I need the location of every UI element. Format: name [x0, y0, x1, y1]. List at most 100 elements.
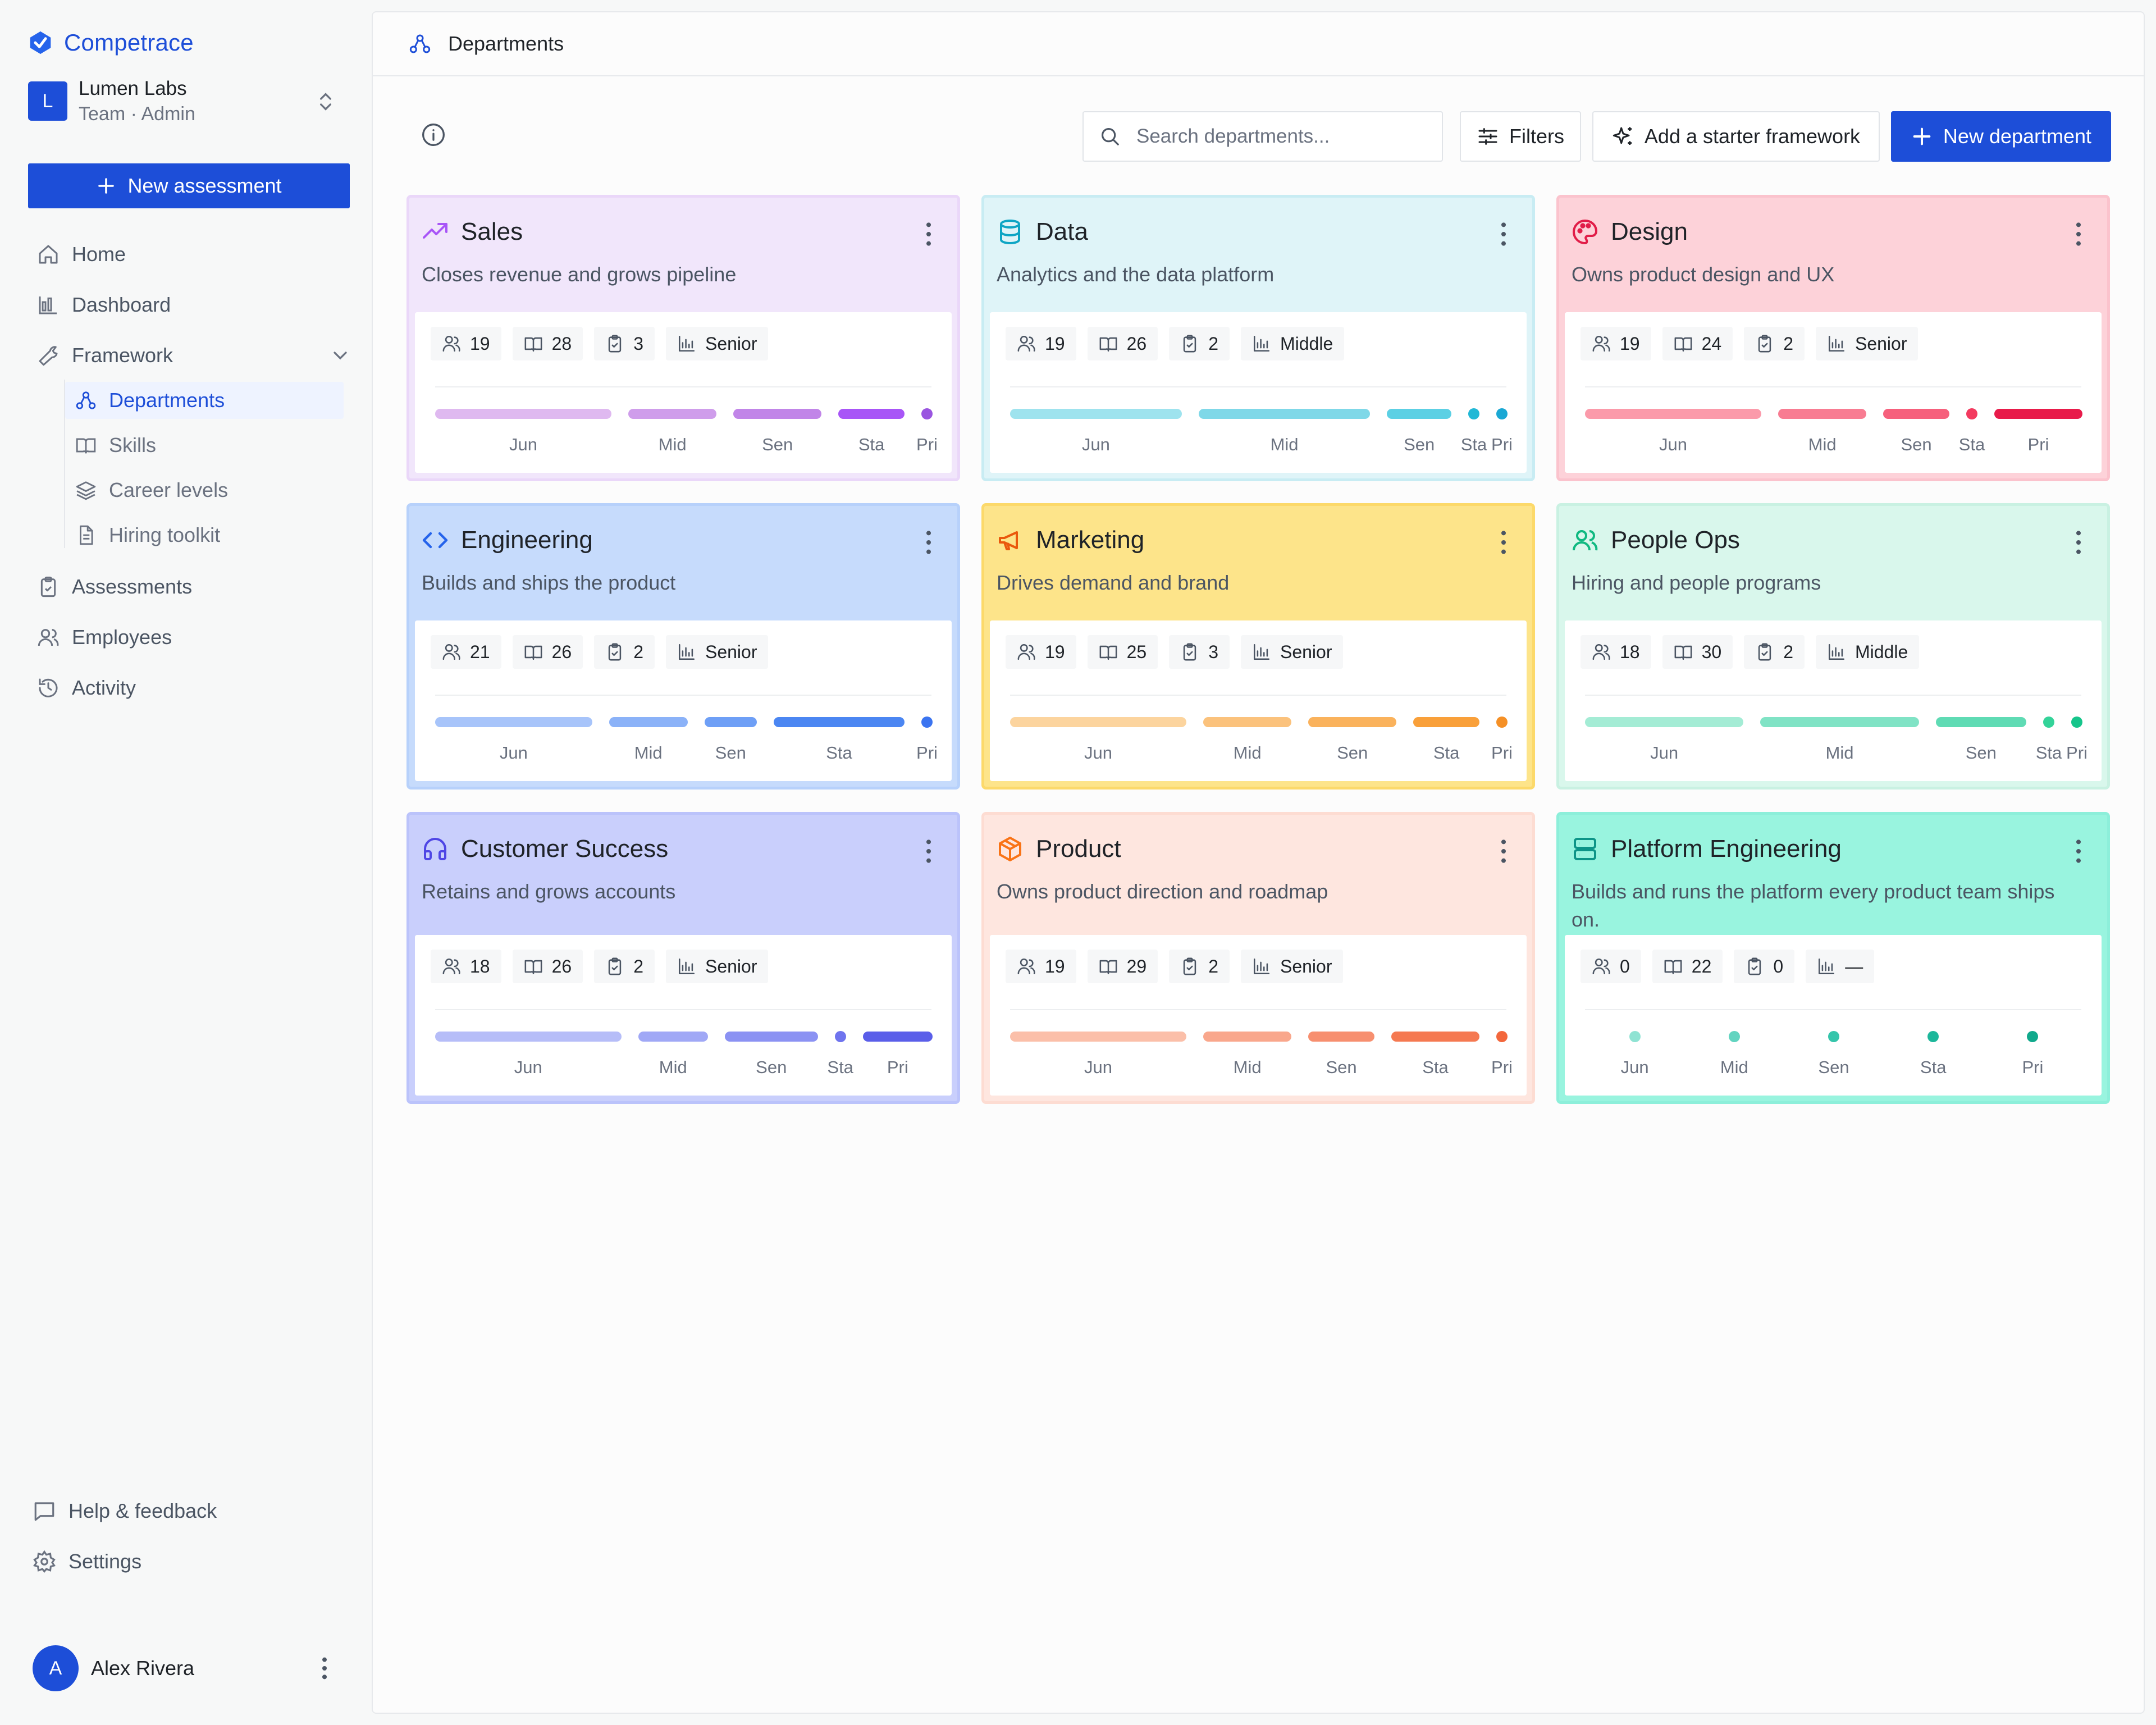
level-label: Jun — [1084, 1057, 1113, 1077]
palette-icon — [1573, 219, 1598, 245]
level-chip-value: Senior — [705, 641, 757, 662]
database-icon — [1000, 220, 1020, 244]
department-card[interactable]: People Ops Hiring and people programs 18… — [1556, 503, 2110, 790]
level-label: Sta — [1433, 743, 1460, 763]
level-label: Jun — [1659, 435, 1688, 454]
bar-chart-icon — [39, 296, 57, 314]
level-bar — [435, 409, 612, 419]
assessment-count-chip-value: 2 — [1783, 333, 1793, 354]
assessment-count-chip-value: 2 — [1783, 641, 1793, 662]
level-label: Jun — [1084, 743, 1113, 763]
level-chip-value: — — [1845, 956, 1863, 976]
clipboard-check-icon — [608, 957, 622, 975]
more-vertical-icon[interactable] — [1495, 528, 1512, 556]
department-card[interactable]: Engineering Builds and ships the product… — [406, 503, 960, 790]
more-vertical-icon[interactable] — [2070, 837, 2087, 865]
employee-count-chip: 19 — [1581, 327, 1651, 360]
level-chip: Senior — [1240, 950, 1344, 983]
level-dot — [1927, 1031, 1939, 1042]
clipboard-check-icon — [1748, 957, 1761, 975]
bar-chart-icon — [1819, 958, 1835, 975]
sparkles-icon — [1613, 127, 1632, 145]
department-card[interactable]: Sales Closes revenue and grows pipeline … — [406, 195, 960, 481]
assessment-count-chip: 2 — [594, 635, 655, 669]
level-chip: Senior — [1815, 327, 1919, 360]
filters-button[interactable]: Filters — [1460, 111, 1581, 162]
page-title: Departments — [448, 32, 564, 55]
filters-label: Filters — [1509, 125, 1564, 148]
level-dot — [921, 408, 933, 419]
info-icon[interactable] — [421, 122, 446, 147]
clipboard-check-icon — [1183, 335, 1196, 353]
nav-item-framework[interactable]: Framework — [37, 337, 351, 374]
level-label: Sen — [1818, 1057, 1849, 1077]
trending-up-icon — [423, 223, 447, 239]
brand[interactable]: Competrace — [28, 29, 194, 56]
level-bar — [435, 717, 592, 727]
more-vertical-icon[interactable] — [920, 837, 937, 865]
employee-count-chip-value: 19 — [1045, 641, 1065, 662]
level-bar — [1391, 1032, 1479, 1042]
bar-chart-icon — [678, 335, 695, 352]
wrench-icon — [39, 346, 58, 366]
settings-link[interactable]: Settings — [33, 1543, 141, 1580]
more-vertical-icon[interactable] — [2070, 220, 2087, 248]
nav-item-home[interactable]: Home — [37, 236, 351, 273]
department-card[interactable]: Data Analytics and the data platform 19 2… — [981, 195, 1535, 481]
level-chip: Senior — [665, 635, 769, 669]
nav-item-hiring-toolkit[interactable]: Hiring toolkit — [65, 517, 344, 554]
department-name: People Ops — [1611, 526, 1740, 554]
home-icon — [39, 245, 58, 264]
more-vertical-icon[interactable] — [920, 220, 937, 248]
org-switcher[interactable]: L Lumen Labs Team · Admin — [28, 74, 342, 128]
level-dot — [2027, 1031, 2039, 1042]
nav-item-employees[interactable]: Employees — [37, 619, 351, 656]
nav-item-skills[interactable]: Skills — [65, 427, 344, 464]
clipboard-check-icon — [1758, 643, 1771, 661]
department-stats: 0 22 0 — Jun Mid Sen Sta Pri — [1565, 935, 2102, 1096]
search-input[interactable] — [1136, 125, 1428, 148]
users-icon — [1017, 644, 1035, 660]
nav-item-departments[interactable]: Departments — [65, 382, 344, 419]
nav-item-career-levels[interactable]: Career levels — [65, 472, 344, 509]
nav-item-activity[interactable]: Activity — [37, 669, 351, 706]
level-dot — [1468, 408, 1479, 419]
stat-chips: 19 25 3 Senior — [1006, 635, 1344, 669]
assessment-count-chip-value: 3 — [633, 333, 643, 354]
sidebar: Competrace L Lumen Labs Team · Admin New… — [0, 0, 372, 1725]
level-label: Pri — [1491, 743, 1513, 763]
more-vertical-icon[interactable] — [1495, 837, 1512, 865]
new-assessment-button[interactable]: New assessment — [28, 163, 350, 208]
book-icon — [1664, 960, 1682, 975]
more-vertical-icon[interactable] — [920, 528, 937, 556]
search-field[interactable] — [1082, 111, 1443, 162]
level-bar — [724, 1032, 818, 1042]
department-stats: 19 28 3 Senior Jun Mid Sen Sta Pri — [415, 312, 952, 473]
skill-count-chip-value: 28 — [551, 333, 572, 354]
starter-framework-button[interactable]: Add a starter framework — [1592, 111, 1880, 162]
level-bar — [1010, 1032, 1187, 1042]
assessment-count-chip: 2 — [1169, 327, 1230, 360]
skill-count-chip: 22 — [1652, 950, 1723, 983]
users-icon — [1592, 335, 1610, 352]
help-feedback-link[interactable]: Help & feedback — [33, 1493, 217, 1530]
user-profile[interactable]: A Alex Rivera — [33, 1645, 336, 1691]
more-vertical-icon[interactable] — [1495, 220, 1512, 248]
nav-item-dashboard[interactable]: Dashboard — [37, 286, 351, 323]
skill-count-chip: 29 — [1087, 950, 1158, 983]
new-department-button[interactable]: New department — [1891, 111, 2111, 162]
more-vertical-icon[interactable] — [313, 1655, 336, 1681]
department-card[interactable]: Marketing Drives demand and brand 19 25 3 S… — [981, 503, 1535, 790]
level-chip: Middle — [1240, 327, 1345, 360]
department-card[interactable]: Product Owns product direction and roadm… — [981, 812, 1535, 1104]
level-dot — [2043, 717, 2054, 728]
clipboard-check-icon — [608, 335, 622, 353]
nav-item-assessments[interactable]: Assessments — [37, 568, 351, 605]
level-label: Sen — [1404, 435, 1435, 454]
department-card[interactable]: Platform Engineering Builds and runs the… — [1556, 812, 2110, 1104]
level-label: Sta — [2035, 743, 2062, 763]
department-card[interactable]: Customer Success Retains and grows accou… — [406, 812, 960, 1104]
more-vertical-icon[interactable] — [2070, 528, 2087, 556]
department-card[interactable]: Design Owns product design and UX 19 24 2 S… — [1556, 195, 2110, 481]
level-label: Sta — [858, 435, 885, 454]
